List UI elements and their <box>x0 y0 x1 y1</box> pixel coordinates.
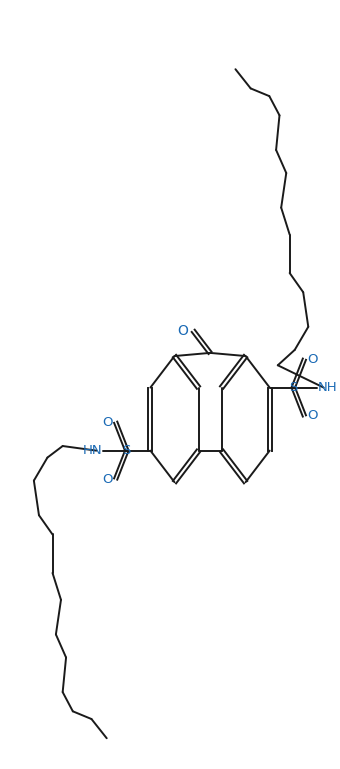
Text: S: S <box>123 444 131 457</box>
Text: O: O <box>308 353 318 366</box>
Text: HN: HN <box>83 444 102 457</box>
Text: O: O <box>102 416 113 429</box>
Text: O: O <box>102 472 113 485</box>
Text: O: O <box>177 324 188 338</box>
Text: NH: NH <box>318 381 338 394</box>
Text: S: S <box>289 381 298 394</box>
Text: O: O <box>308 409 318 422</box>
